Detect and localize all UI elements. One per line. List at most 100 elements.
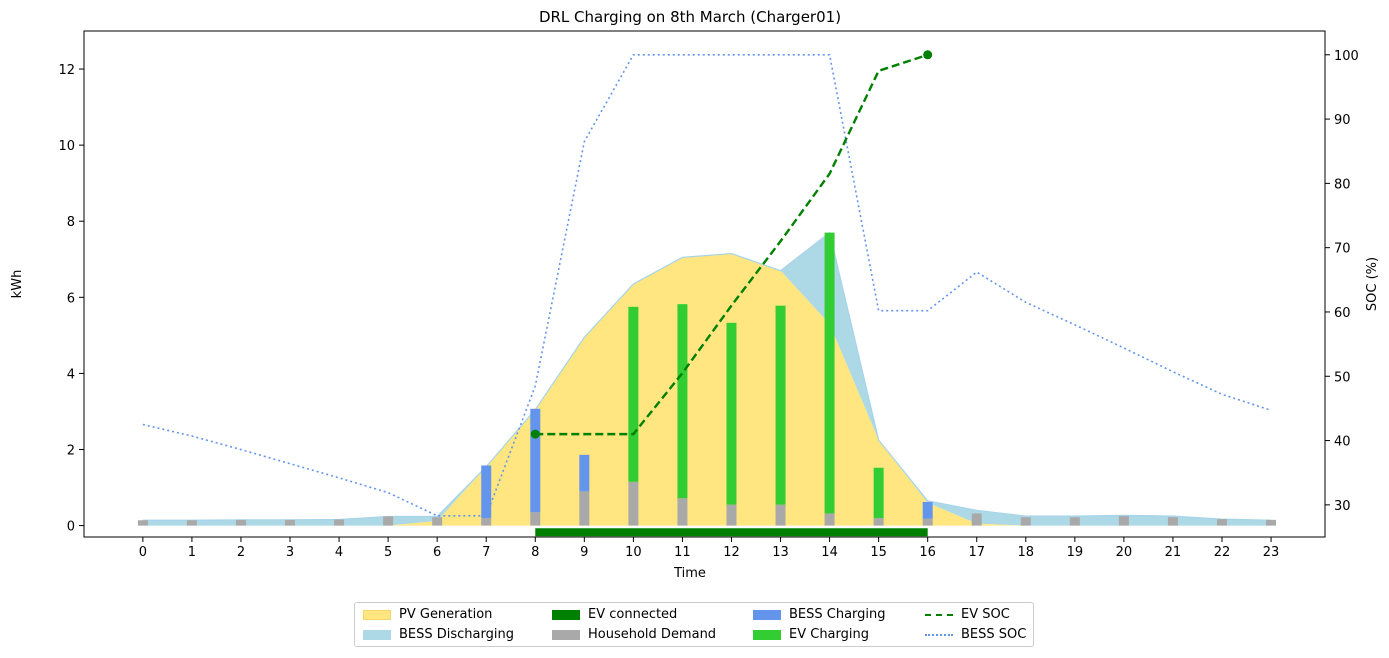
y2-tick-label: 60 <box>1334 306 1351 321</box>
legend: PV Generation BESS Discharging EV connec… <box>354 602 1034 647</box>
bar-household-demand <box>235 519 246 526</box>
legend-label: BESS Discharging <box>399 627 514 642</box>
legend-swatch <box>753 630 781 640</box>
y2-tick-label: 100 <box>1334 49 1359 64</box>
bar-household-demand <box>334 519 345 526</box>
bar-household-demand <box>579 491 590 526</box>
bar-bess-charging <box>579 454 590 492</box>
bar-household-demand <box>873 517 884 526</box>
y2-tick-label: 80 <box>1334 177 1351 192</box>
x-tick-label: 11 <box>674 545 691 560</box>
bar-bess-charging <box>922 501 933 519</box>
y-tick-label: 10 <box>58 139 75 154</box>
bar-ev-charging <box>873 467 884 518</box>
ev-soc-point <box>923 50 933 60</box>
legend-label: EV connected <box>588 607 678 622</box>
bar-household-demand <box>481 517 492 526</box>
legend-label: Household Demand <box>588 627 717 642</box>
legend-label: EV SOC <box>961 607 1010 622</box>
y2-tick-label: 30 <box>1334 499 1351 514</box>
y-tick-label: 4 <box>67 367 75 382</box>
bar-household-demand <box>971 513 982 526</box>
y-tick-label: 8 <box>67 215 75 230</box>
x-tick-label: 1 <box>188 545 196 560</box>
bar-household-demand <box>726 504 737 526</box>
x-tick-label: 3 <box>286 545 294 560</box>
y-tick-label: 12 <box>58 63 75 78</box>
bar-household-demand <box>922 518 933 526</box>
x-tick-label: 5 <box>384 545 392 560</box>
legend-label: PV Generation <box>399 607 493 622</box>
bar-household-demand <box>1167 517 1178 526</box>
x-tick-label: 6 <box>433 545 441 560</box>
bar-household-demand <box>1020 517 1031 526</box>
bar-household-demand <box>285 519 296 526</box>
bar-household-demand <box>1069 517 1080 526</box>
area-outline <box>142 231 1272 521</box>
y2-tick-label: 50 <box>1334 370 1351 385</box>
area-pv-generation <box>142 253 1272 526</box>
bar-ev-charging <box>677 304 688 499</box>
legend-label: BESS Charging <box>789 607 886 622</box>
x-tick-label: 12 <box>723 545 740 560</box>
y-tick-label: 2 <box>67 443 75 458</box>
x-tick-label: 10 <box>625 545 642 560</box>
bar-ev-charging <box>824 232 835 514</box>
bar-ev-charging <box>726 322 737 505</box>
x-tick-label: 17 <box>968 545 985 560</box>
bar-ev-charging <box>628 306 639 482</box>
bar-bess-charging <box>481 465 492 518</box>
y2-tick-label: 70 <box>1334 242 1351 257</box>
bar-household-demand <box>137 520 148 526</box>
bar-household-demand <box>775 504 786 526</box>
bar-household-demand <box>383 516 394 526</box>
legend-swatch <box>753 610 781 620</box>
legend-line-dashed <box>925 614 953 616</box>
x-tick-label: 20 <box>1116 545 1133 560</box>
x-tick-label: 22 <box>1214 545 1231 560</box>
x-tick-label: 7 <box>482 545 490 560</box>
x-tick-label: 21 <box>1165 545 1182 560</box>
x-tick-label: 9 <box>580 545 588 560</box>
y-tick-label: 0 <box>67 520 75 535</box>
legend-label: BESS SOC <box>961 627 1027 642</box>
bar-household-demand <box>186 520 197 526</box>
bar-household-demand <box>530 512 541 526</box>
bar-household-demand <box>1118 516 1129 526</box>
bar-household-demand <box>628 481 639 526</box>
bar-household-demand <box>1216 519 1227 526</box>
x-tick-label: 8 <box>531 545 539 560</box>
line-ev-soc <box>535 53 929 436</box>
bar-household-demand <box>824 513 835 526</box>
x-tick-label: 0 <box>139 545 147 560</box>
bar-household-demand <box>1266 519 1277 526</box>
x-tick-label: 15 <box>870 545 887 560</box>
bar-household-demand <box>677 498 688 526</box>
plot-frame <box>83 30 1326 538</box>
y2-tick-label: 40 <box>1334 435 1351 450</box>
x-tick-label: 18 <box>1018 545 1035 560</box>
y-axis-label: kWh <box>10 270 25 299</box>
bar-bess-charging <box>530 408 541 513</box>
ev-soc-point <box>530 429 540 439</box>
legend-swatch <box>552 630 580 640</box>
legend-line-dotted <box>925 634 953 636</box>
x-tick-label: 2 <box>237 545 245 560</box>
x-tick-label: 14 <box>821 545 838 560</box>
legend-swatch <box>552 610 580 620</box>
x-tick-label: 13 <box>772 545 789 560</box>
x-tick-label: 23 <box>1263 545 1280 560</box>
legend-label: EV Charging <box>789 627 869 642</box>
y2-tick-label: 90 <box>1334 113 1351 128</box>
bar-household-demand <box>432 517 443 526</box>
ev-connected-bar <box>535 528 928 537</box>
x-tick-label: 19 <box>1067 545 1084 560</box>
y-tick-label: 6 <box>67 291 75 306</box>
legend-swatch <box>363 610 391 620</box>
x-axis-label: Time <box>673 566 706 581</box>
y2-axis-label: SOC (%) <box>1365 257 1380 311</box>
legend-swatch <box>363 630 391 640</box>
chart-title: DRL Charging on 8th March (Charger01) <box>539 8 841 26</box>
bar-ev-charging <box>775 305 786 505</box>
